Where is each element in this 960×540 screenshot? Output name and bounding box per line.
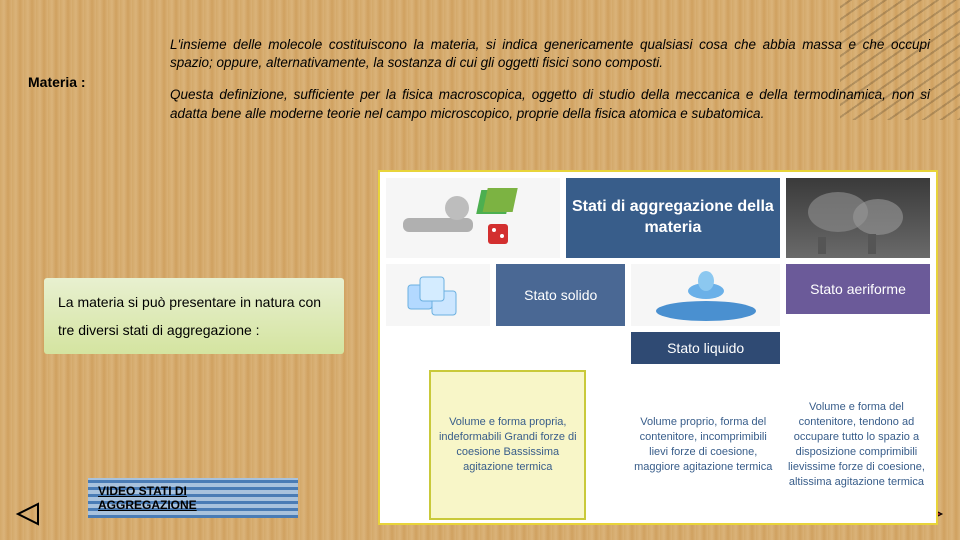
desc-solid: Volume e forma propria, indeformabili Gr… xyxy=(429,370,586,520)
video-link[interactable]: VIDEO STATI DI AGGREGAZIONE xyxy=(88,478,298,518)
ice-image xyxy=(386,264,490,326)
state-solid-label: Stato solido xyxy=(496,264,625,326)
definition-block: L'insieme delle molecole costituiscono l… xyxy=(170,36,930,137)
desc-liquid: Volume proprio, forma del contenitore, i… xyxy=(630,370,777,520)
sidebar-label: Materia : xyxy=(28,74,86,90)
intro-text: La materia si può presentare in natura c… xyxy=(44,278,344,354)
water-image xyxy=(631,264,780,326)
objects-image xyxy=(386,178,560,258)
definition-p1: L'insieme delle molecole costituiscono l… xyxy=(170,36,930,72)
diagram-title: Stati di aggregazione della materia xyxy=(566,178,780,258)
nav-prev-button[interactable] xyxy=(12,500,42,528)
state-gas-label: Stato aeriforme xyxy=(786,264,930,314)
desc-gas: Volume e forma del contenitore, tendono … xyxy=(783,370,930,520)
states-diagram: Stati di aggregazione della materia Stat… xyxy=(378,170,938,525)
smoke-image xyxy=(786,178,930,258)
triangle-left-icon xyxy=(14,502,40,526)
state-liquid-label: Stato liquido xyxy=(631,332,780,364)
definition-p2: Questa definizione, sufficiente per la f… xyxy=(170,86,930,122)
